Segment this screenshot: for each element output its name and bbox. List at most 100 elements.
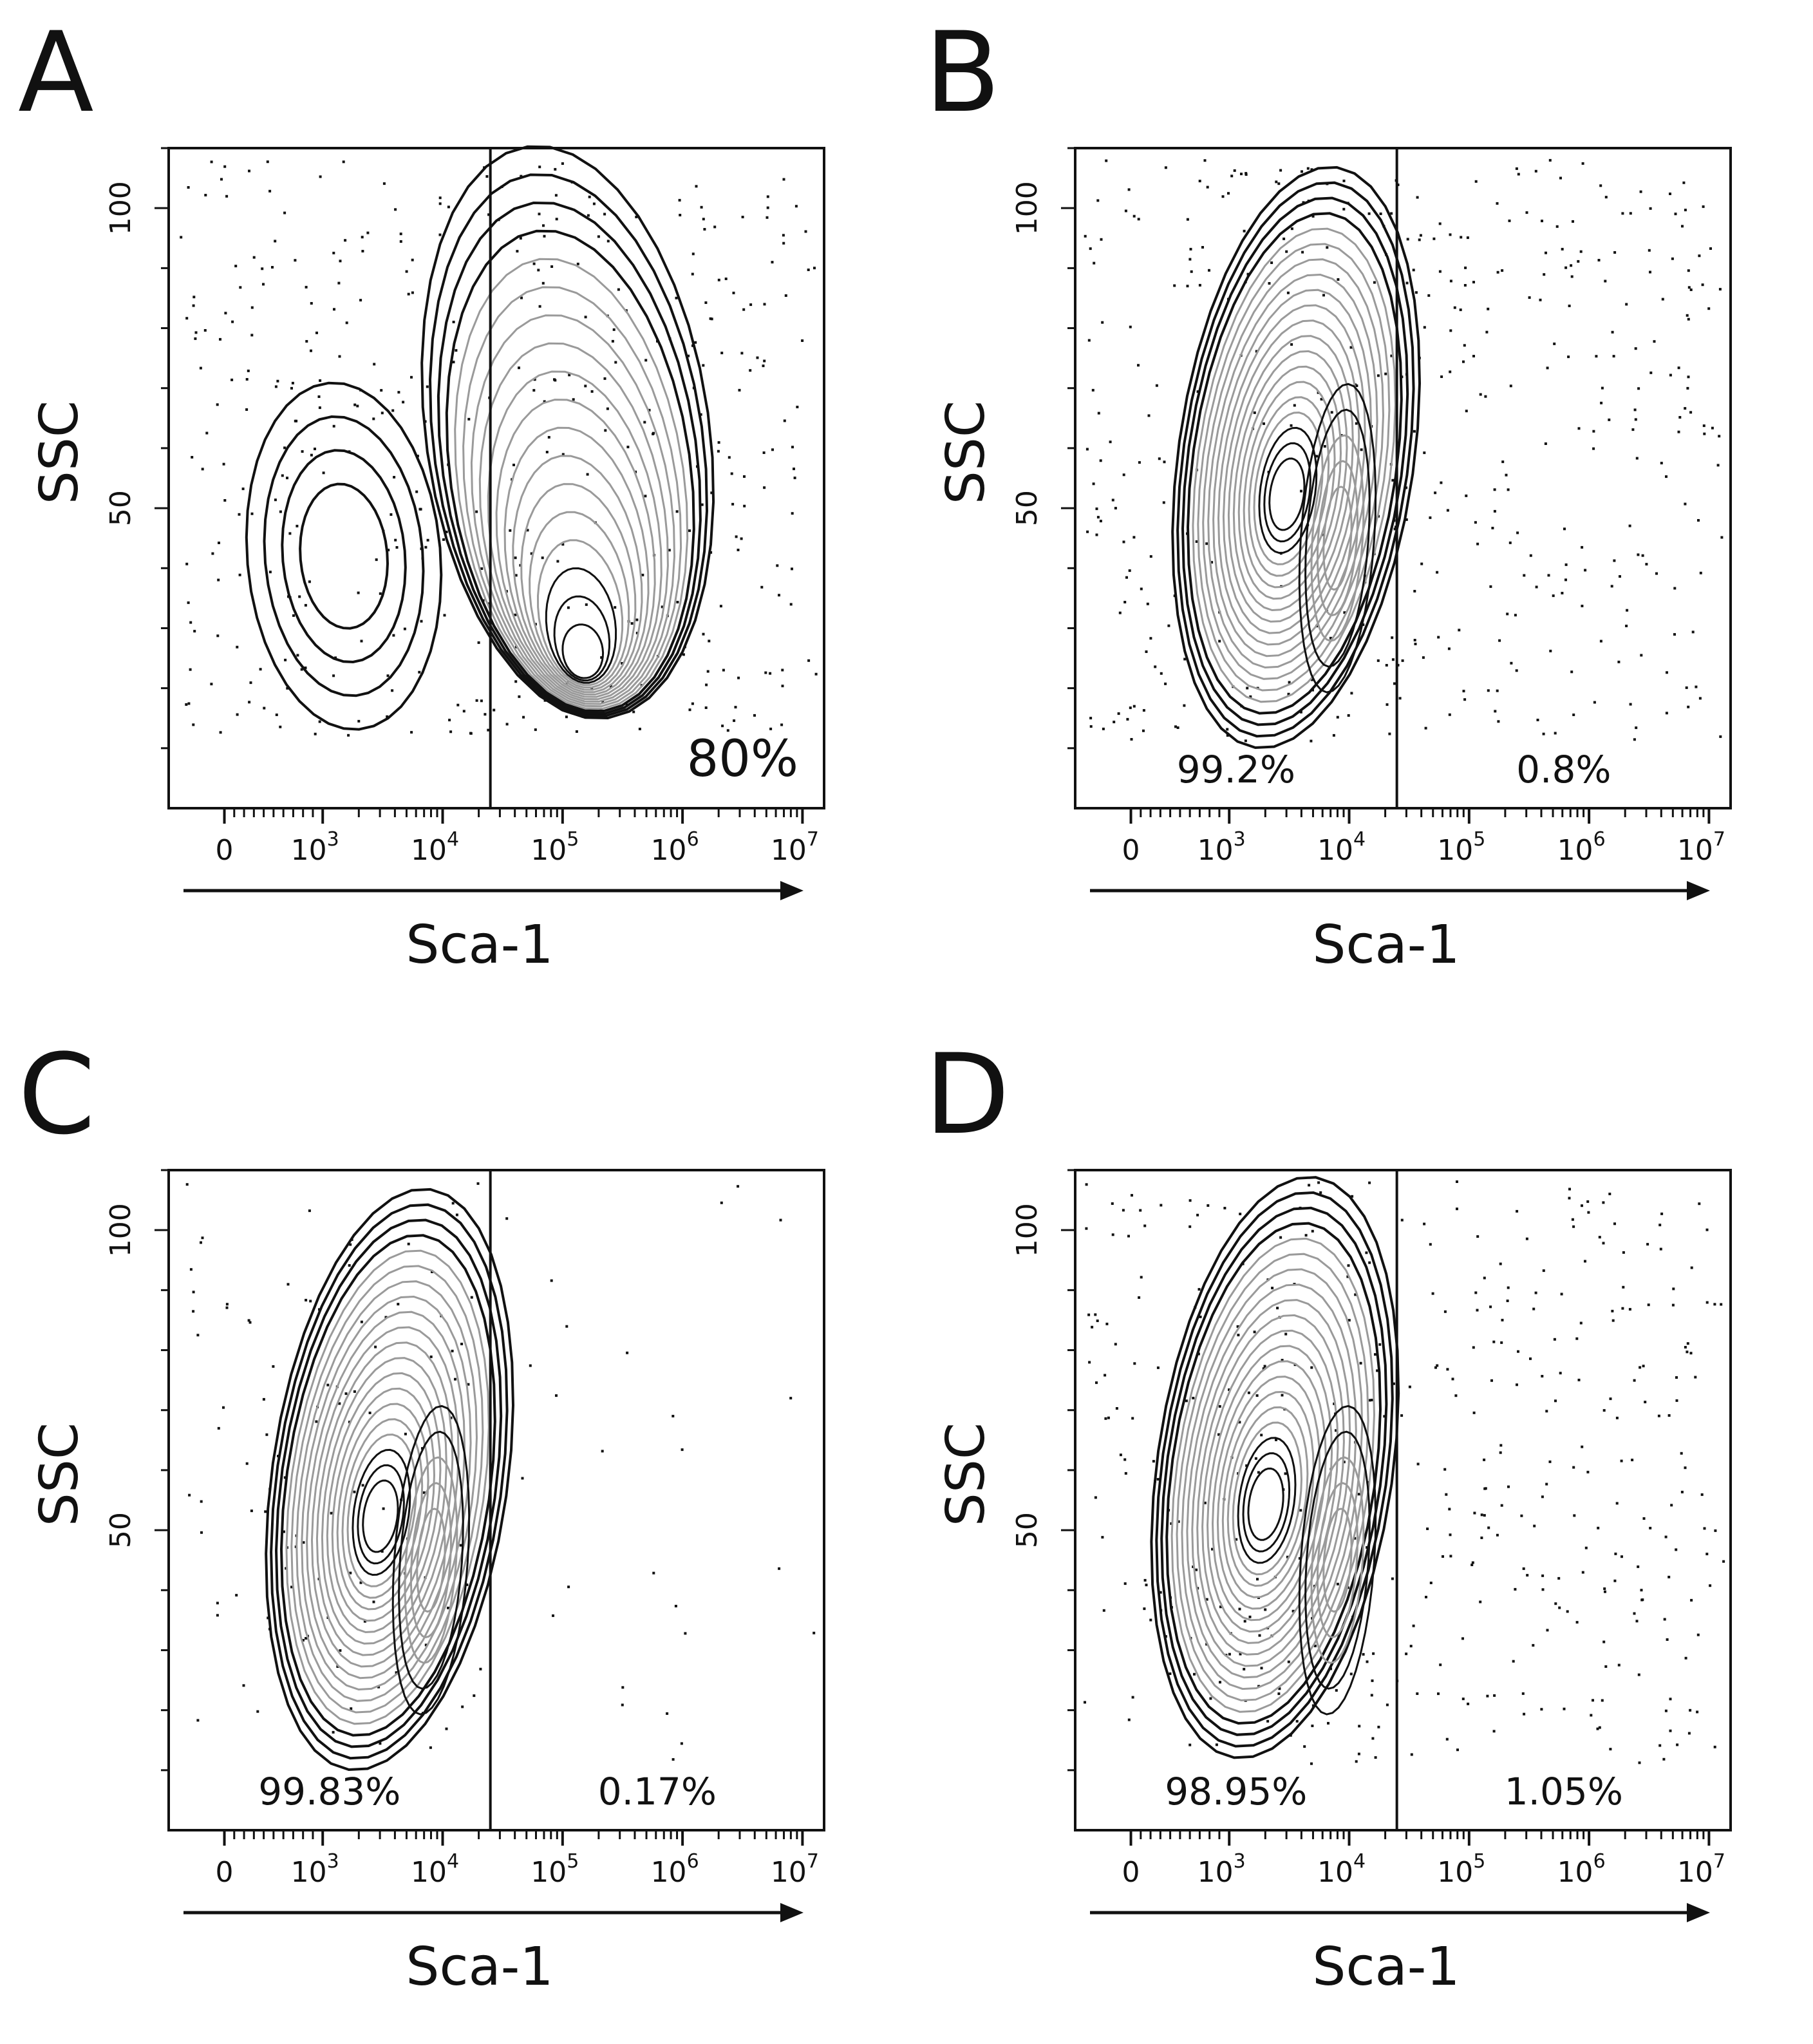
scatter-dot xyxy=(1604,279,1607,283)
scatter-dot xyxy=(720,1201,723,1204)
x-tick-exponent: 3 xyxy=(327,1850,339,1873)
scatter-dot xyxy=(1529,1357,1532,1360)
scatter-dot xyxy=(1436,1364,1439,1367)
scatter-dot xyxy=(1572,1466,1575,1469)
gate-percent-right: 0.17% xyxy=(598,1770,717,1813)
contour-line xyxy=(310,1326,460,1668)
scatter-dot xyxy=(1155,384,1158,387)
scatter-dot xyxy=(771,261,774,264)
scatter-dot xyxy=(1185,1399,1188,1403)
scatter-dot xyxy=(338,355,341,358)
y-tick-label: 50 xyxy=(104,1512,137,1548)
scatter-dot xyxy=(485,175,489,178)
scatter-dot xyxy=(1640,654,1643,657)
scatter-dot xyxy=(465,1583,469,1586)
scatter-dot xyxy=(1559,1372,1562,1375)
scatter-dot xyxy=(1442,1555,1444,1558)
scatter-dot xyxy=(283,1530,285,1533)
scatter-dot xyxy=(242,1684,245,1687)
scatter-dot xyxy=(296,524,299,527)
contour-line xyxy=(346,1434,417,1587)
scatter-dot xyxy=(1295,1719,1299,1723)
scatter-dot xyxy=(1633,408,1637,412)
scatter-dot xyxy=(1416,1692,1419,1695)
scatter-dot xyxy=(1684,1346,1687,1348)
scatter-dot xyxy=(719,605,722,608)
scatter-dot xyxy=(1198,1288,1201,1291)
scatter-dot xyxy=(1534,1291,1537,1294)
scatter-dot xyxy=(1572,714,1575,716)
scatter-dot xyxy=(1368,1261,1371,1264)
scatter-dot xyxy=(305,1298,308,1301)
scatter-dot xyxy=(1598,1236,1601,1239)
scatter-dot xyxy=(1577,1378,1581,1381)
scatter-dot xyxy=(1401,659,1404,662)
scatter-dot xyxy=(1118,611,1122,614)
scatter-dot xyxy=(644,495,647,498)
scatter-dot xyxy=(1437,1692,1440,1696)
scatter-dot xyxy=(1541,1588,1545,1591)
x-tick-label: 0 xyxy=(1122,834,1140,867)
scatter-dot xyxy=(249,681,252,685)
scatter-dot xyxy=(1611,1309,1614,1312)
scatter-dot xyxy=(703,228,706,231)
scatter-dot xyxy=(467,1383,470,1386)
scatter-dot xyxy=(1451,1377,1454,1381)
scatter-dot xyxy=(643,421,646,424)
scatter-dot xyxy=(1132,214,1136,218)
scatter-dot xyxy=(298,595,301,598)
scatter-dot xyxy=(1680,1452,1683,1455)
scatter-dot xyxy=(1218,1405,1221,1408)
scatter-dot xyxy=(1516,1209,1519,1213)
scatter-dot xyxy=(1111,1202,1114,1205)
scatter-dot xyxy=(1621,1307,1624,1310)
y-tick-label: 50 xyxy=(1011,1512,1044,1548)
scatter-dot xyxy=(1133,1362,1136,1365)
scatter-dot xyxy=(469,732,472,735)
scatter-dot xyxy=(704,301,708,304)
scatter-dot xyxy=(1642,1517,1646,1520)
scatter-dot xyxy=(1494,710,1497,713)
scatter-dot xyxy=(505,723,509,726)
scatter-dot xyxy=(520,175,523,178)
y-tick-label: 50 xyxy=(104,490,137,526)
x-tick-label: 105 xyxy=(531,828,579,867)
scatter-dot xyxy=(1436,571,1439,574)
scatter-dot xyxy=(1684,407,1687,410)
scatter-dot xyxy=(245,408,249,411)
scatter-dot xyxy=(762,451,766,454)
scatter-dot xyxy=(309,1300,312,1303)
scatter-dot xyxy=(1342,1461,1346,1464)
scatter-dot xyxy=(1472,1411,1476,1414)
scatter-dot xyxy=(1705,1228,1709,1231)
scatter-dot xyxy=(1286,291,1290,294)
scatter-dot xyxy=(1374,1756,1377,1759)
x-tick-label: 0 xyxy=(216,834,234,867)
contour-line xyxy=(1186,212,1403,715)
scatter-dot xyxy=(1371,1679,1374,1682)
scatter-dot xyxy=(675,296,678,299)
scatter-dot xyxy=(380,412,384,415)
contour-line xyxy=(454,258,689,710)
scatter-dot xyxy=(1243,229,1246,232)
scatter-dot xyxy=(1621,212,1624,215)
scatter-dot xyxy=(603,377,606,380)
scatter-dot xyxy=(1196,390,1199,393)
scatter-dot xyxy=(1449,329,1452,332)
scatter-dot xyxy=(1697,519,1700,522)
contour-line xyxy=(1171,166,1422,750)
scatter-dot xyxy=(614,606,617,609)
scatter-dot xyxy=(339,1649,342,1652)
scatter-dot xyxy=(600,656,603,659)
scatter-dot xyxy=(271,266,274,269)
scatter-dot xyxy=(733,719,736,723)
scatter-dot xyxy=(194,337,197,340)
scatter-dot xyxy=(514,574,518,577)
scatter-dot xyxy=(452,321,455,323)
scatter-dot xyxy=(361,236,364,239)
scatter-dot xyxy=(342,160,345,164)
scatter-dot xyxy=(200,1531,203,1534)
scatter-dot xyxy=(248,701,251,704)
scatter-dot xyxy=(1099,459,1102,462)
x-axis-arrowhead xyxy=(780,881,803,900)
